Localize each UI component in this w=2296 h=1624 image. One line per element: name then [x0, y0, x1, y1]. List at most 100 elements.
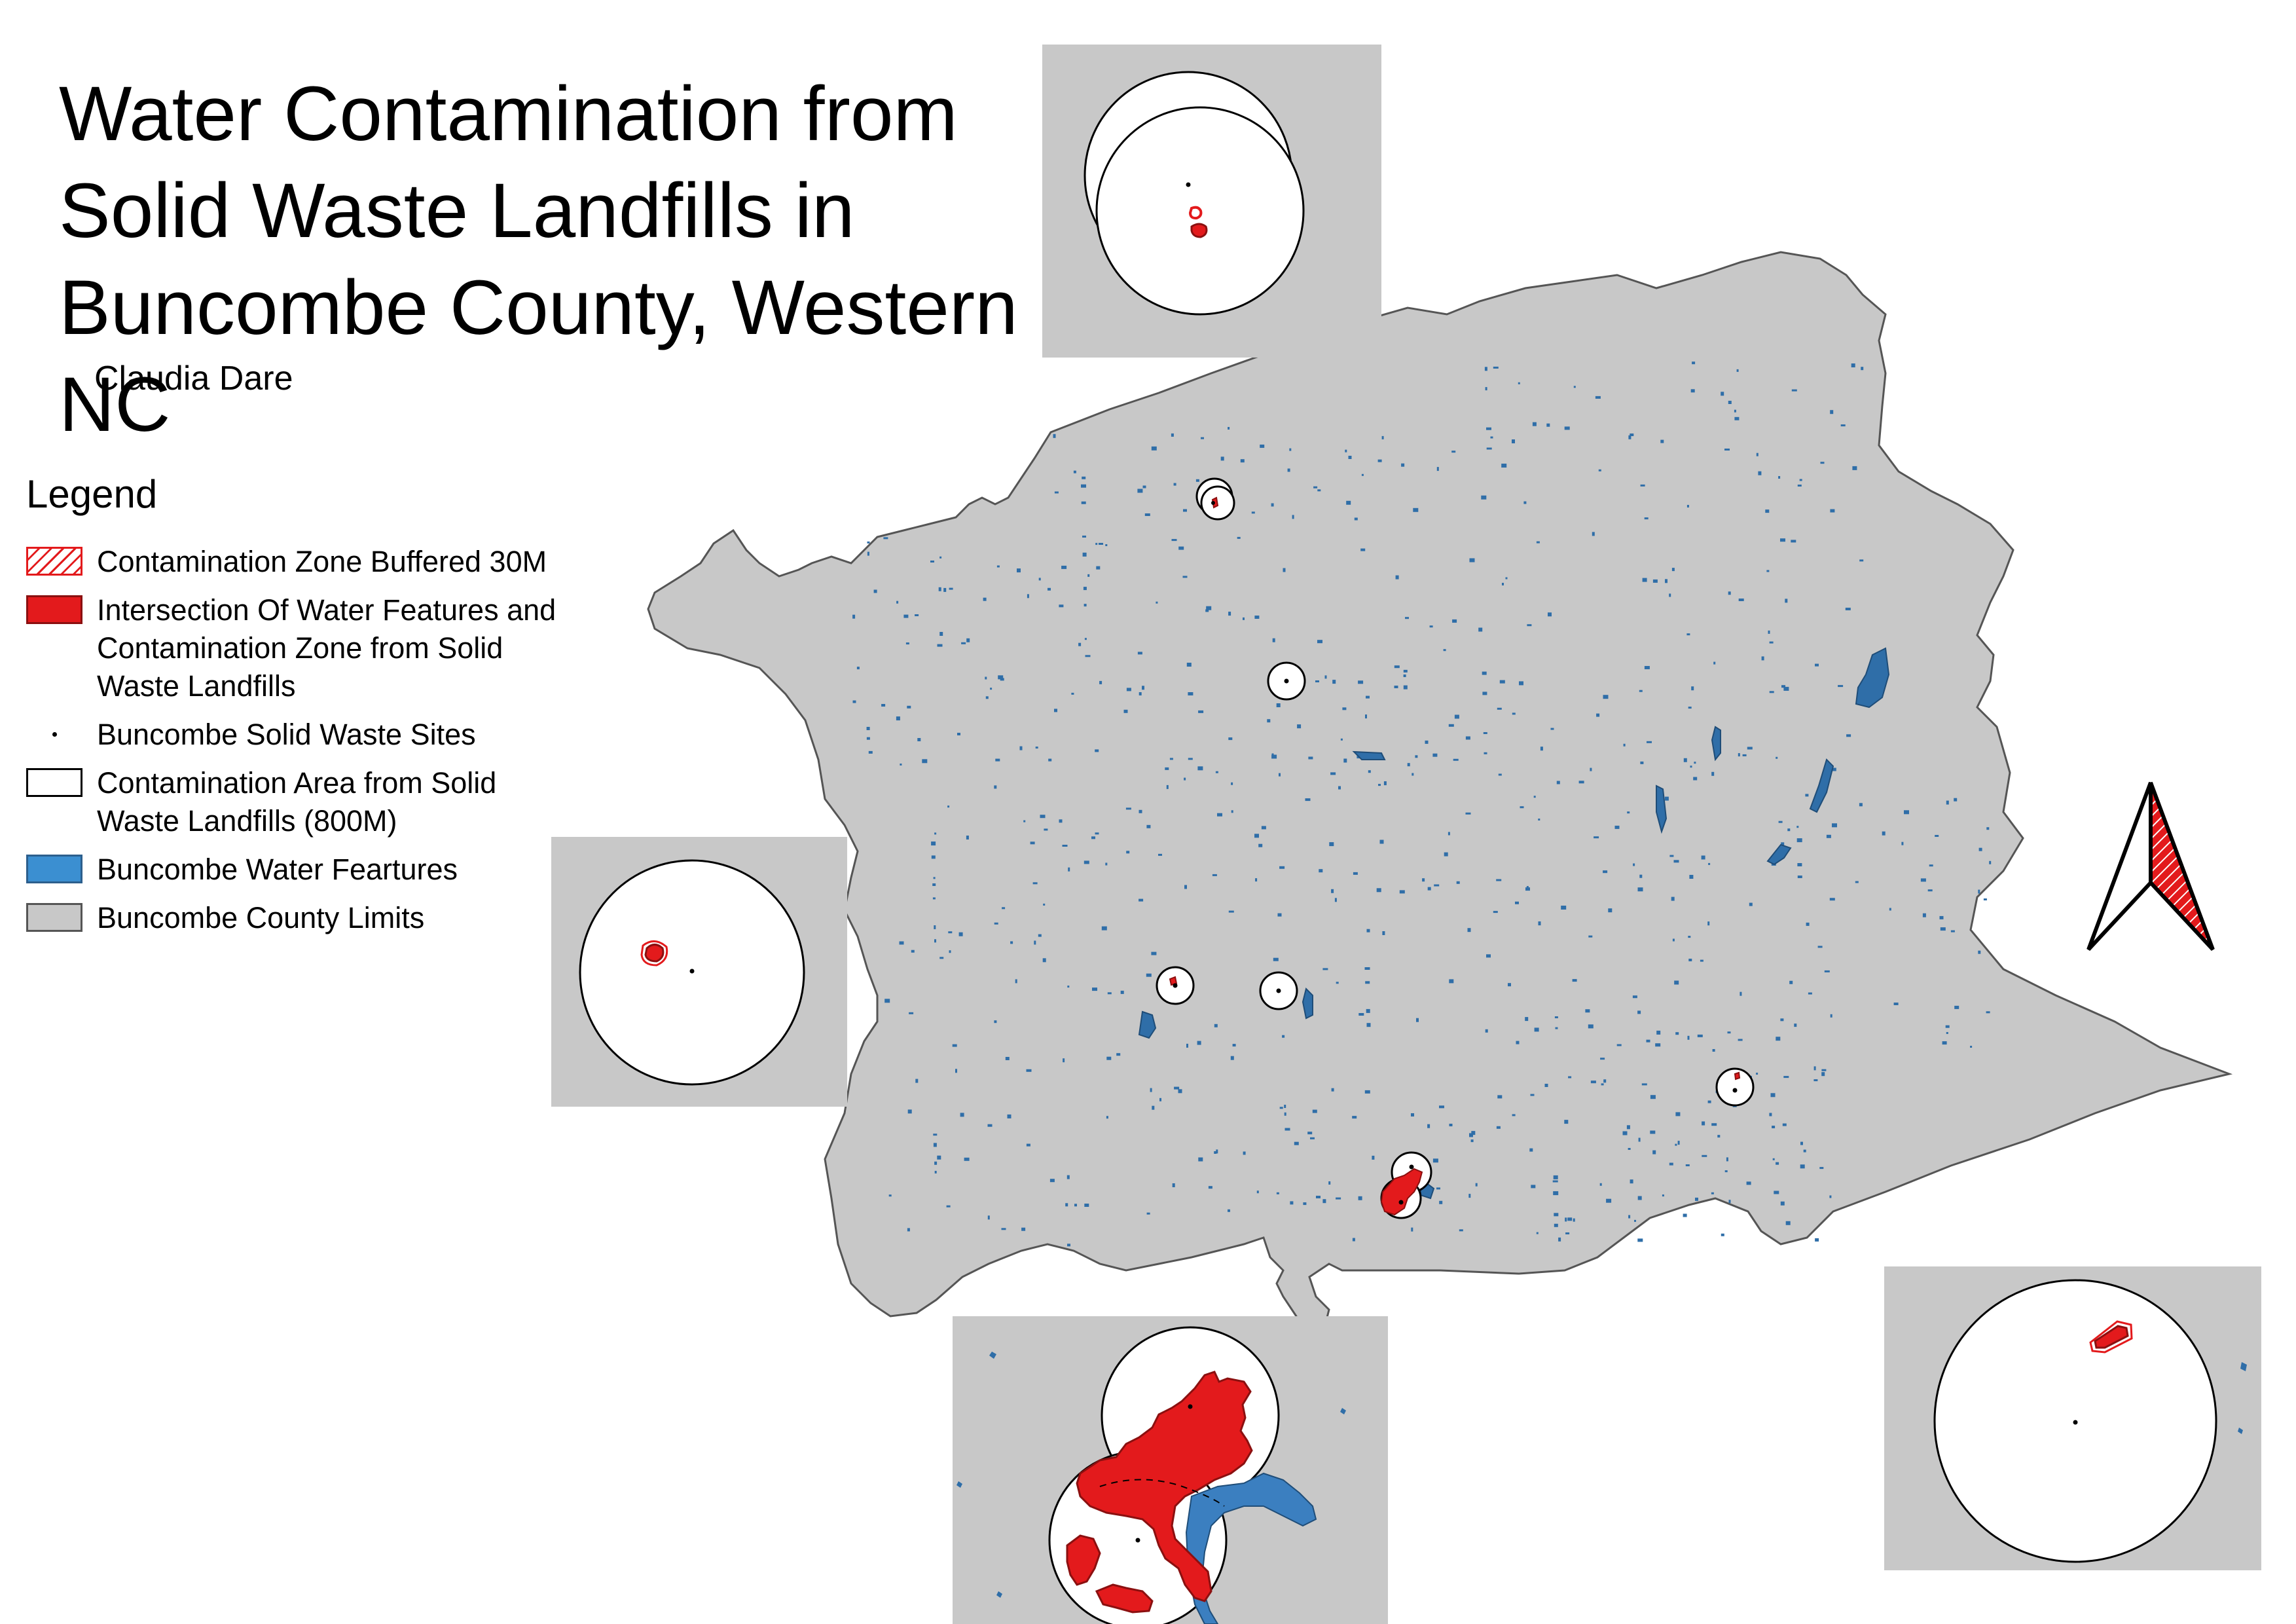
water-feature: [1669, 1162, 1673, 1166]
water-feature: [1815, 663, 1819, 667]
water-feature: [1641, 1083, 1647, 1086]
water-feature: [905, 642, 909, 645]
water-feature: [1255, 878, 1258, 882]
water-feature: [1123, 709, 1128, 713]
water-feature: [1258, 843, 1263, 847]
intersection-south: [1380, 1168, 1423, 1216]
water-feature: [1261, 826, 1266, 830]
water-feature: [1724, 1170, 1728, 1173]
water-feature: [1686, 633, 1690, 636]
water-feature: [1640, 484, 1645, 487]
water-feature: [1758, 471, 1762, 475]
water-feature: [1360, 548, 1366, 551]
water-feature: [1683, 758, 1687, 762]
water-feature: [1251, 511, 1255, 514]
water-feature: [1183, 509, 1187, 512]
water-feature: [1712, 1049, 1715, 1052]
water-feature: [1734, 409, 1736, 413]
intersection-north: [1211, 496, 1219, 509]
water-feature: [1091, 836, 1095, 840]
water-feature: [1228, 910, 1234, 913]
water-feature: [937, 1155, 941, 1160]
water-feature: [1469, 1133, 1473, 1137]
water-feature: [1443, 649, 1446, 652]
water-feature: [1690, 389, 1695, 393]
inset-south-water-tick-2: [1340, 1408, 1346, 1414]
water-feature: [1470, 1139, 1474, 1143]
water-feature: [1785, 1221, 1791, 1225]
water-feature: [1027, 594, 1029, 599]
water-feature: [1348, 456, 1352, 459]
water-feature: [1342, 707, 1347, 710]
water-feature: [1137, 652, 1142, 655]
water-feature: [1106, 1116, 1108, 1119]
water-feature: [1092, 987, 1097, 991]
water-feature: [1482, 692, 1487, 695]
water-feature: [1855, 881, 1859, 883]
water-feature: [1637, 1238, 1643, 1242]
waste-site: [1276, 988, 1281, 993]
water-feature: [1637, 1010, 1641, 1014]
water-feature: [1656, 1030, 1661, 1035]
water-feature: [1778, 821, 1783, 823]
water-feature: [1292, 515, 1294, 519]
water-feature: [1520, 806, 1524, 809]
water-feature: [1021, 1227, 1026, 1231]
water-feature: [1626, 1125, 1630, 1130]
water-feature: [1783, 686, 1789, 691]
buffer-circle-east: [1715, 1067, 1755, 1107]
water-feature: [1585, 1009, 1590, 1013]
water-feature: [957, 733, 960, 735]
water-feature: [1590, 767, 1592, 771]
water-feature: [1144, 513, 1150, 516]
water-feature: [933, 877, 936, 879]
water-feature: [1063, 1058, 1065, 1063]
water-feature: [881, 704, 886, 707]
water-feature: [1026, 1143, 1030, 1147]
water-feature: [1882, 831, 1886, 836]
water-feature: [1382, 931, 1385, 935]
water-feature: [1074, 1204, 1077, 1207]
water-feature: [1508, 983, 1511, 987]
water-feature: [1692, 361, 1696, 365]
water-feature: [1376, 888, 1381, 893]
water-feature: [1232, 1044, 1236, 1047]
water-feature: [1603, 870, 1608, 874]
water-feature: [1983, 898, 1987, 900]
water-feature: [1578, 781, 1584, 784]
water-feature: [1336, 982, 1339, 984]
water-feature: [1319, 869, 1323, 873]
water-feature: [1644, 517, 1649, 520]
water-feature: [1411, 1113, 1414, 1116]
water-feature: [1434, 884, 1440, 887]
water-feature: [1403, 669, 1408, 673]
water-feature: [1904, 810, 1909, 815]
water-feature: [1813, 1066, 1816, 1071]
water-feature: [1554, 1016, 1558, 1018]
water-feature: [1284, 1105, 1286, 1108]
water-feature: [1726, 1157, 1728, 1162]
water-feature: [1283, 568, 1286, 572]
water-feature: [1830, 509, 1835, 513]
water-feature: [900, 764, 902, 766]
water-feature: [1142, 686, 1144, 690]
water-feature: [1220, 456, 1224, 461]
water-feature: [873, 589, 877, 593]
water-feature: [1105, 862, 1108, 866]
water-feature: [1366, 1008, 1370, 1013]
water-feature: [1411, 1227, 1413, 1232]
water-feature: [1484, 752, 1487, 754]
water-feature: [1044, 828, 1048, 831]
water-feature: [1084, 638, 1087, 640]
water-feature: [1711, 771, 1715, 776]
water-feature: [1954, 798, 1958, 802]
water-feature: [1598, 469, 1601, 471]
water-feature: [1038, 934, 1042, 937]
water-feature: [934, 1171, 937, 1173]
water-feature: [1693, 777, 1698, 781]
water-feature: [1361, 473, 1364, 476]
intersection-east: [1734, 1071, 1741, 1080]
water-feature: [1243, 617, 1245, 620]
water-feature: [1523, 501, 1527, 504]
water-feature: [1107, 992, 1112, 995]
